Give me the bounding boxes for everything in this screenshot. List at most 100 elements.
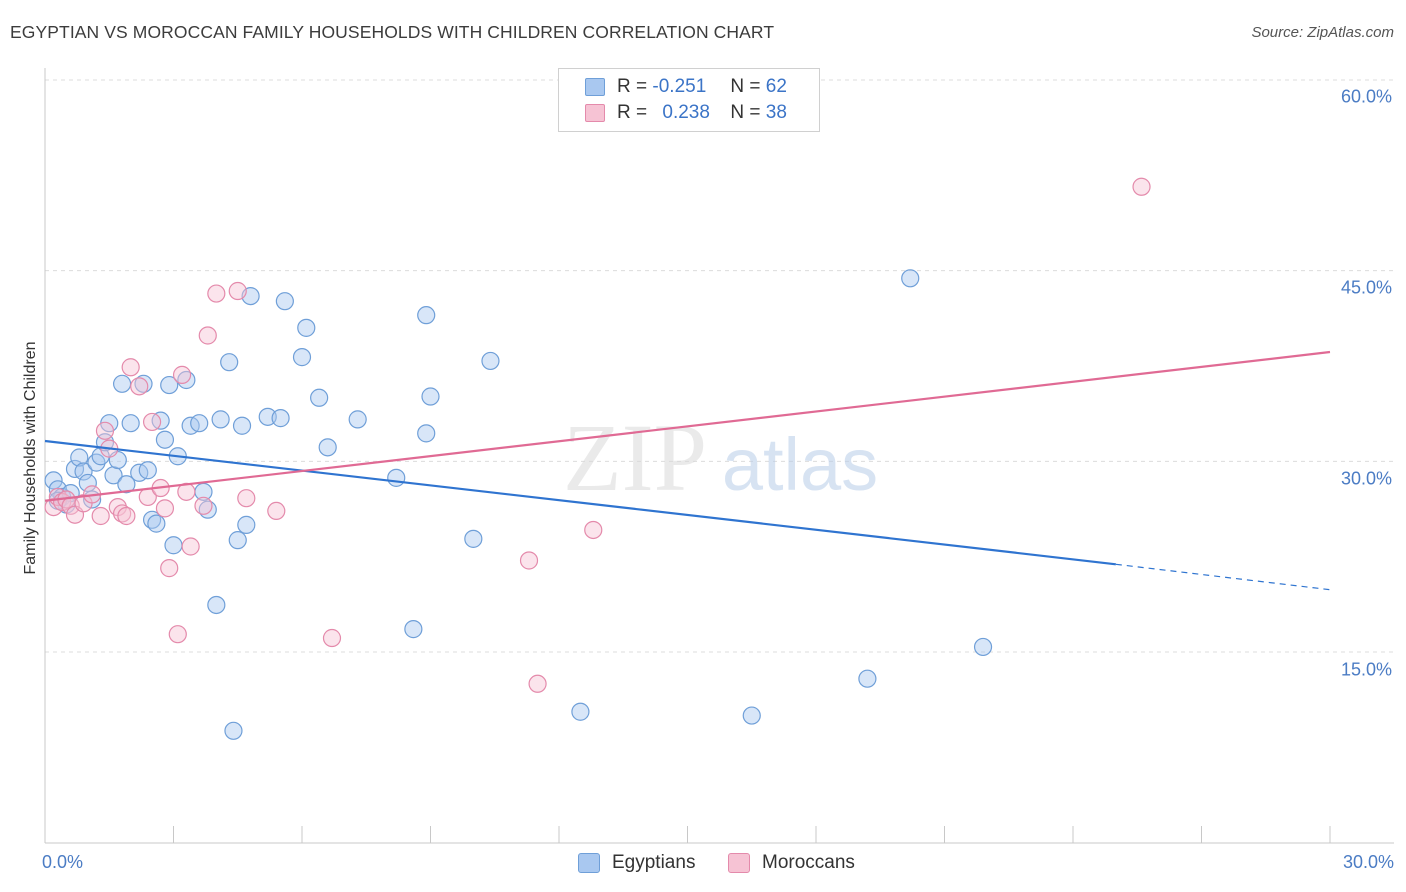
legend-item-moroccans[interactable]: Moroccans — [728, 852, 855, 874]
moroccans-point — [519, 551, 539, 570]
egyptians-point — [271, 409, 290, 428]
moroccans-point — [322, 628, 342, 648]
egyptians-points — [44, 269, 993, 740]
source-label: Source: ZipAtlas.com — [1251, 24, 1394, 41]
legend-label: Egyptians — [612, 852, 696, 873]
moroccans-point — [117, 506, 136, 526]
egyptians-point — [275, 292, 294, 311]
moroccans-legend-swatch — [728, 853, 750, 873]
moroccans-point — [584, 520, 603, 540]
moroccans-point — [130, 377, 149, 396]
egyptians-point — [387, 468, 406, 487]
egyptians-point — [297, 318, 316, 337]
moroccans-point — [194, 496, 213, 515]
egyptians-point — [258, 407, 277, 426]
r-label: R = — [617, 76, 648, 97]
moroccans-point — [95, 421, 115, 440]
series-legend: Egyptians Moroccans — [0, 852, 1406, 876]
moroccans-point — [155, 499, 175, 518]
egyptians-point — [404, 620, 423, 639]
egyptians-point — [232, 416, 252, 435]
stats-legend: R = -0.251 N = 62 R = 0.238 N = 38 — [558, 68, 820, 132]
moroccans-point — [121, 358, 140, 377]
n-label: N = — [730, 76, 761, 97]
egyptians-point — [973, 637, 993, 657]
y-tick-label: 60.0% — [1340, 86, 1392, 107]
y-tick-label: 30.0% — [1340, 468, 1392, 489]
trend-lines — [44, 350, 1331, 591]
egyptians-point — [318, 438, 337, 457]
egyptians-point — [160, 375, 179, 395]
egyptians-point — [417, 424, 436, 443]
egyptians-point — [138, 461, 157, 480]
n-label: N = — [730, 102, 761, 123]
watermark: ZIP atlas — [563, 404, 878, 511]
egyptians-point — [481, 351, 500, 371]
egyptians-point — [310, 388, 329, 407]
moroccans-point — [168, 625, 187, 644]
egyptians-point — [155, 430, 175, 449]
moroccans-point — [181, 537, 200, 556]
egyptians-point — [228, 531, 247, 550]
y-tick-label: 45.0% — [1340, 277, 1392, 298]
egyptians-point — [220, 353, 239, 372]
chart-title: EGYPTIAN VS MOROCCAN FAMILY HOUSEHOLDS W… — [10, 22, 775, 42]
y-tick-label: 15.0% — [1340, 659, 1392, 680]
n-value: 38 — [765, 102, 787, 123]
stats-row-moroccans: R = 0.238 N = 38 — [585, 101, 787, 125]
egyptians-swatch — [585, 78, 605, 96]
egyptians-point — [421, 387, 440, 406]
legend-item-egyptians[interactable]: Egyptians — [578, 852, 695, 874]
egyptians-point — [417, 306, 436, 325]
egyptians-point — [858, 669, 877, 688]
stats-row-egyptians: R = -0.251 N = 62 — [585, 75, 787, 99]
legend-label: Moroccans — [762, 852, 855, 873]
r-value: -0.251 — [652, 76, 707, 97]
egyptians-point — [70, 448, 89, 467]
egyptians-point — [117, 475, 136, 494]
egyptians-point — [121, 414, 140, 433]
egyptians-point — [207, 595, 226, 615]
grid-lines — [45, 79, 1394, 653]
egyptians-point — [211, 410, 230, 429]
moroccans-point — [91, 506, 110, 526]
egyptians-point — [901, 269, 920, 288]
moroccans-point — [198, 326, 217, 345]
moroccans-swatch — [585, 104, 605, 122]
n-value: 62 — [765, 76, 787, 97]
egyptians-point — [74, 462, 93, 481]
egyptians-point — [348, 410, 367, 429]
egyptians-point — [464, 529, 483, 548]
egyptians-trend-extension — [1115, 563, 1331, 591]
r-value: 0.238 — [662, 102, 710, 123]
egyptians-point — [164, 536, 183, 555]
watermark-atlas: atlas — [722, 423, 878, 506]
moroccans-point — [142, 412, 162, 432]
moroccans-trend-line — [44, 350, 1331, 502]
r-label: R = — [617, 102, 648, 123]
x-tick-label: 0.0% — [42, 852, 84, 872]
egyptians-point — [571, 702, 590, 721]
moroccans-point — [160, 559, 179, 578]
moroccans-point — [1132, 177, 1151, 196]
egyptians-point — [190, 414, 209, 433]
egyptians-point — [112, 374, 132, 393]
moroccans-point — [228, 281, 247, 301]
axes — [44, 68, 1394, 844]
moroccans-point — [237, 489, 256, 508]
egyptians-point — [292, 348, 312, 367]
egyptians-trend-line — [44, 439, 1116, 566]
x-tick-label: 30.0% — [1342, 852, 1394, 872]
y-axis-label: Family Households with Children — [22, 341, 39, 575]
moroccans-point — [267, 501, 286, 521]
moroccans-point — [528, 674, 547, 693]
moroccans-point — [207, 284, 226, 303]
egyptians-point — [237, 515, 256, 534]
egyptians-point — [147, 514, 166, 533]
egyptians-legend-swatch — [578, 853, 600, 873]
egyptians-point — [224, 721, 243, 740]
watermark-zip: ZIP — [563, 404, 707, 511]
egyptians-point — [742, 706, 761, 725]
moroccans-point — [172, 365, 192, 384]
